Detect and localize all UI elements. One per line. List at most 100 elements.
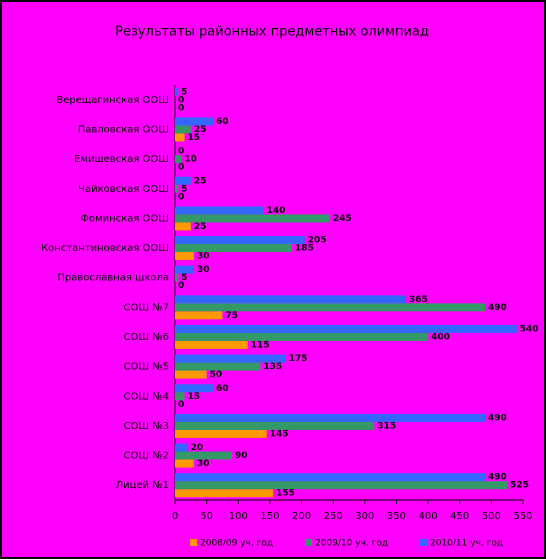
value-label: 5: [181, 273, 187, 283]
y-tick-label: СОШ №3: [124, 421, 170, 432]
value-label: 10: [184, 155, 197, 165]
bar: [175, 244, 293, 253]
x-tick-label: 350: [387, 511, 406, 522]
value-label: 20: [191, 443, 204, 453]
y-tick-label: СОШ №6: [124, 332, 170, 343]
legend-swatch: [190, 539, 197, 546]
value-label: 365: [409, 295, 428, 305]
x-tick-label: 50: [200, 511, 213, 522]
bar: [175, 370, 207, 379]
value-label: 60: [216, 117, 229, 127]
x-tick-label: 100: [229, 511, 248, 522]
bar: [175, 443, 188, 452]
bar: [175, 459, 194, 468]
y-tick-label: Константиновская ООШ: [41, 243, 169, 254]
x-tick-label: 450: [450, 511, 469, 522]
y-tick-label: Павловская ООШ: [78, 124, 169, 135]
bar: [175, 392, 185, 401]
bar: [175, 489, 274, 498]
bar: [175, 303, 486, 312]
bar: [175, 125, 191, 134]
y-tick-label: Емишевская ООШ: [74, 154, 169, 165]
bar: [175, 117, 213, 126]
bar: [175, 176, 191, 185]
legend-label: 2010/11 уч. год: [430, 539, 503, 549]
legend-label: 2009/10 уч. год: [315, 539, 388, 549]
bar: [175, 451, 232, 460]
bar: [175, 252, 194, 261]
x-tick-label: 250: [324, 511, 343, 522]
bar: [175, 362, 261, 371]
x-tick-label: 300: [355, 511, 374, 522]
bar: [175, 236, 305, 245]
y-tick-label: Православная школа: [57, 273, 169, 284]
x-tick-label: 550: [513, 511, 532, 522]
value-label: 30: [197, 252, 210, 262]
bar: [175, 421, 375, 430]
value-label: 75: [225, 311, 238, 321]
legend-swatch: [420, 539, 427, 546]
bar: [175, 87, 179, 96]
value-label: 25: [194, 176, 207, 186]
x-tick-label: 0: [172, 511, 178, 522]
x-tick-label: 200: [292, 511, 311, 522]
value-label: 155: [276, 489, 295, 499]
bar: [175, 222, 191, 231]
y-tick-label: СОШ №2: [124, 451, 170, 462]
value-label: 115: [251, 340, 270, 350]
value-label: 525: [510, 481, 529, 491]
value-label: 490: [488, 303, 507, 313]
value-label: 30: [197, 265, 210, 275]
x-tick-label: 500: [482, 511, 501, 522]
y-tick-label: СОШ №5: [124, 362, 170, 373]
value-label: 490: [488, 413, 507, 423]
y-tick-label: СОШ №4: [124, 391, 170, 402]
value-label: 0: [178, 400, 184, 410]
value-label: 315: [377, 421, 396, 431]
value-label: 60: [216, 384, 229, 394]
value-label: 145: [270, 429, 289, 439]
value-label: 50: [210, 370, 223, 380]
value-label: 5: [181, 87, 187, 97]
value-label: 245: [333, 214, 352, 224]
bar: [175, 155, 182, 164]
bar: [175, 214, 331, 223]
bar: [175, 481, 508, 490]
value-label: 0: [178, 147, 184, 157]
bar: [175, 324, 517, 333]
value-label: 15: [187, 133, 200, 143]
bar: [175, 265, 194, 274]
bar: [175, 332, 429, 341]
x-tick-label: 150: [260, 511, 279, 522]
value-label: 0: [178, 95, 184, 105]
value-label: 205: [308, 236, 327, 246]
bar: [175, 295, 406, 304]
bar: [175, 273, 179, 282]
bar: [175, 133, 185, 142]
y-tick-label: Фоминская ООШ: [80, 213, 169, 224]
value-label: 25: [194, 222, 207, 232]
y-tick-label: Лицей №1: [116, 480, 169, 491]
value-label: 0: [178, 281, 184, 291]
value-label: 140: [267, 206, 286, 216]
value-label: 0: [178, 103, 184, 113]
value-label: 135: [263, 362, 282, 372]
bar: [175, 429, 267, 438]
y-tick-label: СОШ №7: [124, 302, 170, 313]
value-label: 0: [178, 192, 184, 202]
value-label: 490: [488, 473, 507, 483]
value-label: 15: [187, 392, 200, 402]
legend-swatch: [305, 539, 312, 546]
value-label: 30: [197, 459, 210, 469]
value-label: 0: [178, 163, 184, 173]
bar: [175, 184, 179, 193]
bar: [175, 413, 486, 422]
bar: [175, 384, 213, 393]
bar: [175, 311, 223, 320]
bar: [175, 340, 248, 349]
bar: [175, 473, 486, 482]
y-tick-label: Чайковская ООШ: [78, 184, 169, 195]
legend-label: 2008/09 уч. год: [200, 539, 273, 549]
